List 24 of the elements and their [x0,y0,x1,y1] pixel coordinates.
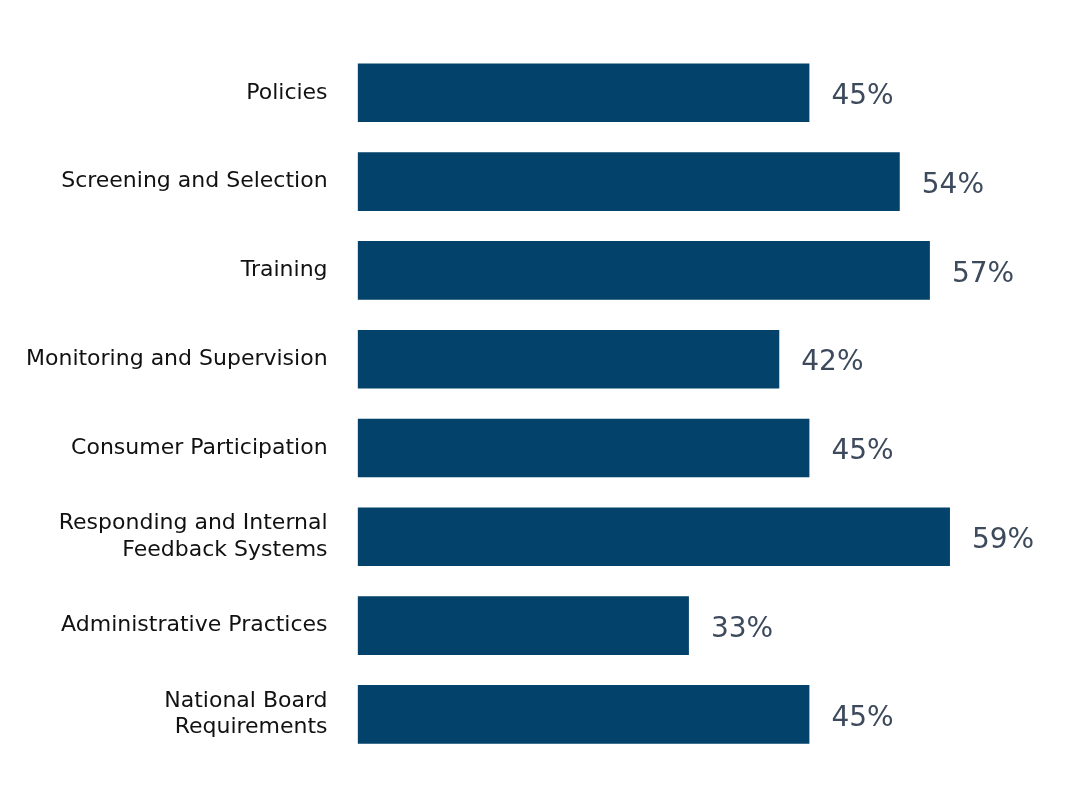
bar [357,152,900,211]
y-tick-label: Consumer Participation [71,433,328,459]
y-tick-label: Responding and Internal Feedback Systems [58,509,328,561]
bar [357,418,810,478]
bar [357,685,810,744]
y-tick-label: Administrative Practices [61,611,328,637]
data-label: 42% [801,344,864,378]
y-tick-label: Screening and Selection [61,167,328,193]
data-label: 33% [710,610,774,644]
bar [357,63,810,123]
bar [357,507,950,567]
y-tick-label: Training [239,256,328,282]
bar [357,596,689,655]
y-tick-label: Monitoring and Supervision [25,344,328,370]
data-label: 59% [971,522,1035,556]
data-label: 45% [831,699,894,733]
y-tick-label: Policies [246,78,328,104]
data-label: 57% [951,255,1015,289]
bar [357,241,930,300]
bar [357,329,780,389]
data-label: 45% [831,78,894,112]
data-label: 45% [831,433,894,467]
data-label: 54% [921,166,984,200]
y-tick-label: National Board Requirements [164,686,328,739]
